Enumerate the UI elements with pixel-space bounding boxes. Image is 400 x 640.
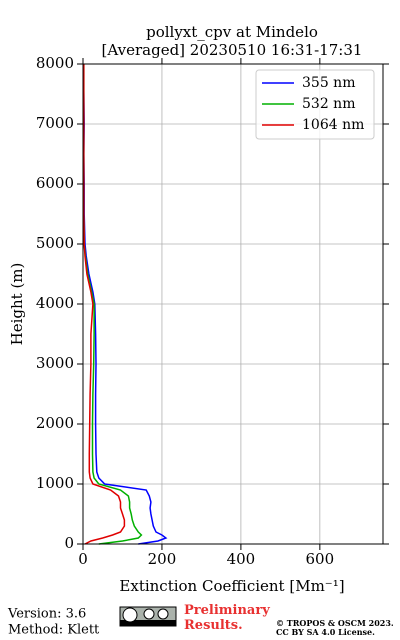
copyright: © TROPOS & OSCM 2023.: [276, 618, 394, 628]
y-axis-label: Height (m): [8, 263, 26, 346]
x-tick-label: 600: [306, 550, 335, 568]
preliminary: Preliminary Results.: [184, 603, 270, 633]
x-tick-label: 0: [78, 550, 88, 568]
legend-label: 532 nm: [302, 96, 355, 112]
x-tick-label: 200: [148, 550, 177, 568]
y-tick-label: 8000: [36, 54, 74, 72]
legend-label: 355 nm: [302, 75, 355, 91]
y-tick-label: 1000: [36, 474, 74, 492]
chart-subtitle: [Averaged] 20230510 16:31-17:31: [102, 41, 363, 59]
profile-line: [83, 64, 126, 545]
y-tick-label: 3000: [36, 354, 74, 372]
y-tick-label: 4000: [36, 294, 74, 312]
y-tick-label: 7000: [36, 114, 74, 132]
x-tick-label: 400: [227, 550, 256, 568]
legend-label: 1064 nm: [302, 117, 364, 133]
y-tick-label: 0: [64, 534, 74, 552]
version: Version: 3.6: [7, 607, 86, 622]
y-tick-label: 5000: [36, 234, 74, 252]
method: Method: Klett: [8, 623, 100, 638]
chart-title: pollyxt_cpv at Mindelo: [146, 23, 318, 41]
x-axis-label: Extinction Coefficient [Mm⁻¹]: [119, 577, 344, 595]
legend-box: [255, 69, 375, 140]
cc-badge: [119, 606, 177, 627]
license: CC BY SA 4.0 License.: [276, 627, 375, 637]
y-tick-label: 6000: [36, 174, 74, 192]
plot-frame: [82, 63, 384, 545]
y-tick-label: 2000: [36, 414, 74, 432]
